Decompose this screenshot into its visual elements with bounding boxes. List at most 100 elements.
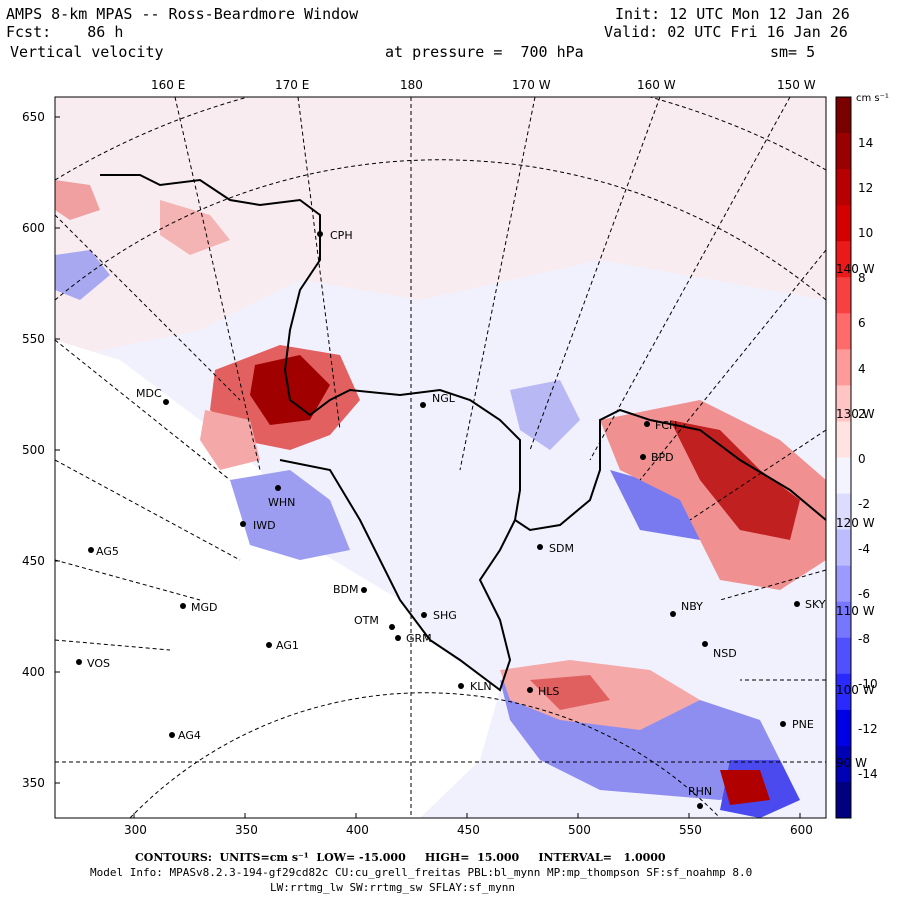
colorbar-tick-label: 6	[858, 316, 866, 331]
colorbar-tick-label: 0	[858, 451, 866, 466]
colorbar-swatch	[836, 349, 851, 386]
axis-ticks	[55, 116, 801, 818]
station-label: SDM	[549, 542, 574, 555]
lon-label-120w: 120 W	[836, 516, 875, 530]
valid-time: Valid: 02 UTC Fri 16 Jan 26	[604, 23, 848, 41]
station-label: KLN	[470, 680, 492, 693]
x-label-400: 400	[346, 823, 369, 837]
station-label: SKY	[805, 598, 826, 611]
colorbar-tick-label: -6	[858, 587, 870, 601]
coastline	[100, 174, 826, 532]
lon-label-170w: 170 W	[512, 78, 551, 92]
station-label: NGL	[432, 392, 455, 405]
pressure-level: at pressure = 700 hPa	[385, 43, 584, 61]
x-label-350: 350	[235, 823, 258, 837]
colorbar-swatch	[836, 133, 851, 170]
station-label: MGD	[191, 601, 218, 614]
station-label: OTM	[354, 614, 379, 627]
colorbar-swatch	[836, 637, 851, 675]
x-label-450: 450	[457, 823, 480, 837]
lon-label-170e: 170 E	[275, 78, 310, 92]
station-label: FCH	[655, 419, 678, 432]
x-label-550: 550	[679, 823, 702, 837]
station-label: CPH	[330, 229, 353, 242]
colorbar-tick-label: 8	[858, 271, 866, 286]
lon-label-90w: 90 W	[836, 756, 867, 770]
colorbar-units: cm s⁻¹	[856, 93, 889, 104]
station-label: VOS	[87, 657, 110, 670]
colorbar-swatch	[836, 673, 851, 711]
colorbar-swatch	[836, 385, 851, 422]
y-label-550: 550	[22, 332, 45, 346]
colorbar-tick-label: 14	[858, 136, 874, 150]
y-label-600: 600	[22, 221, 45, 235]
model-info: Model Info: MPASv8.2.3-194-gf29cd82c CU:…	[90, 866, 753, 879]
station-label: BPD	[651, 451, 674, 464]
colorbar-tick-label: -14	[858, 767, 878, 782]
colorbar-swatch	[836, 169, 851, 206]
field-name: Vertical velocity	[10, 43, 164, 61]
station-label: SHG	[433, 609, 457, 622]
colorbar-swatch	[836, 277, 851, 314]
colorbar-swatch	[836, 457, 851, 495]
x-label-300: 300	[124, 823, 147, 837]
station-label: AG4	[178, 729, 201, 742]
graticule	[55, 97, 826, 818]
station-label: NBY	[681, 600, 703, 613]
colorbar-swatch	[836, 781, 851, 819]
station-label: AG1	[276, 639, 299, 652]
station-label: BDM	[333, 583, 359, 596]
lon-label-110w: 110 W	[836, 604, 875, 618]
x-label-500: 500	[568, 823, 591, 837]
y-label-400: 400	[22, 665, 45, 679]
colorbar-frame	[835, 96, 852, 819]
colorbar-swatch	[836, 313, 851, 350]
colorbar-swatch	[836, 709, 851, 747]
station-label: AG5	[96, 545, 119, 558]
y-label-500: 500	[22, 443, 45, 457]
lon-label-180: 180	[400, 78, 423, 92]
y-label-650: 650	[22, 110, 45, 124]
station-label: HLS	[538, 685, 560, 698]
lon-label-160e: 160 E	[151, 78, 186, 92]
physics-info: LW:rrtmg_lw SW:rrtmg_sw SFLAY:sf_mynn	[270, 881, 516, 894]
x-label-600: 600	[790, 823, 813, 837]
colorbar-tick-label: -10	[858, 677, 878, 692]
lon-label-150w: 150 W	[777, 78, 816, 92]
colorbar-swatch	[836, 745, 851, 783]
lon-label-100w: 100 W	[836, 683, 875, 697]
station-label: NSD	[713, 647, 737, 660]
velocity-field	[55, 97, 826, 818]
init-time: Init: 12 UTC Mon 12 Jan 26	[615, 5, 850, 23]
map-title: AMPS 8-km MPAS -- Ross-Beardmore Window	[6, 5, 359, 23]
smoothing-label: sm= 5	[770, 43, 816, 61]
colorbar-tick-label: 12	[858, 181, 874, 196]
y-label-350: 350	[22, 776, 45, 790]
colorbar-swatch	[836, 241, 851, 278]
station-label: RHN	[688, 785, 713, 798]
ross-ice-shelf	[55, 340, 500, 818]
colorbar-swatch	[836, 97, 851, 134]
forecast-hour: Fcst: 86 h	[6, 23, 124, 41]
colorbar	[835, 96, 852, 819]
colorbar-swatch	[836, 493, 851, 531]
colorbar-tick-label: 10	[858, 226, 874, 241]
colorbar-swatch	[836, 529, 851, 567]
station-label: MDC	[136, 387, 162, 400]
lon-label-160w: 160 W	[637, 78, 676, 92]
station-markers	[76, 231, 800, 809]
colorbar-tick-label: -4	[858, 541, 870, 556]
station-label: WHN	[268, 496, 296, 509]
colorbar-tick-label: -2	[858, 496, 870, 511]
station-label: PNE	[792, 718, 814, 731]
colorbar-swatch	[836, 601, 851, 639]
map-frame	[54, 96, 827, 819]
y-label-450: 450	[22, 554, 45, 568]
colorbar-tick-label: -8	[858, 632, 870, 647]
colorbar-swatch	[836, 421, 851, 458]
colorbar-tick-label: -12	[858, 722, 878, 737]
colorbar-tick-label: 4	[858, 361, 866, 376]
lon-label-140w: 140 W	[836, 262, 875, 276]
colorbar-swatch	[836, 565, 851, 603]
